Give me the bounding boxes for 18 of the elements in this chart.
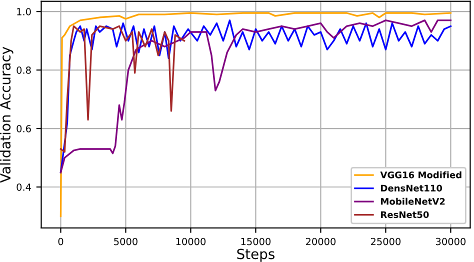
y-tick-label: 1.0	[17, 8, 31, 16]
line-series	[60, 25, 186, 153]
y-axis-title: Validation Accuracy	[0, 46, 14, 183]
x-tick-label: 0	[58, 238, 64, 246]
x-tick-label: 5000	[114, 238, 138, 246]
legend-label: ResNet50	[381, 211, 429, 218]
legend-label: DensNet110	[381, 184, 442, 192]
x-axis-title: Steps	[237, 248, 274, 262]
x-tick-label: 20000	[306, 238, 336, 246]
y-tick-label: 0.4	[16, 183, 31, 191]
x-tick-label: 30000	[436, 238, 466, 246]
y-tick-label: 0.6	[16, 124, 31, 132]
x-tick-label: 10000	[176, 238, 206, 246]
y-tick-label: 0.8	[16, 66, 31, 74]
x-tick-label: 25000	[370, 238, 401, 246]
legend-label: VGG16 Modified	[380, 171, 462, 178]
legend-label: MobileNetV2	[381, 198, 445, 205]
x-tick-label: 15000	[241, 238, 271, 246]
